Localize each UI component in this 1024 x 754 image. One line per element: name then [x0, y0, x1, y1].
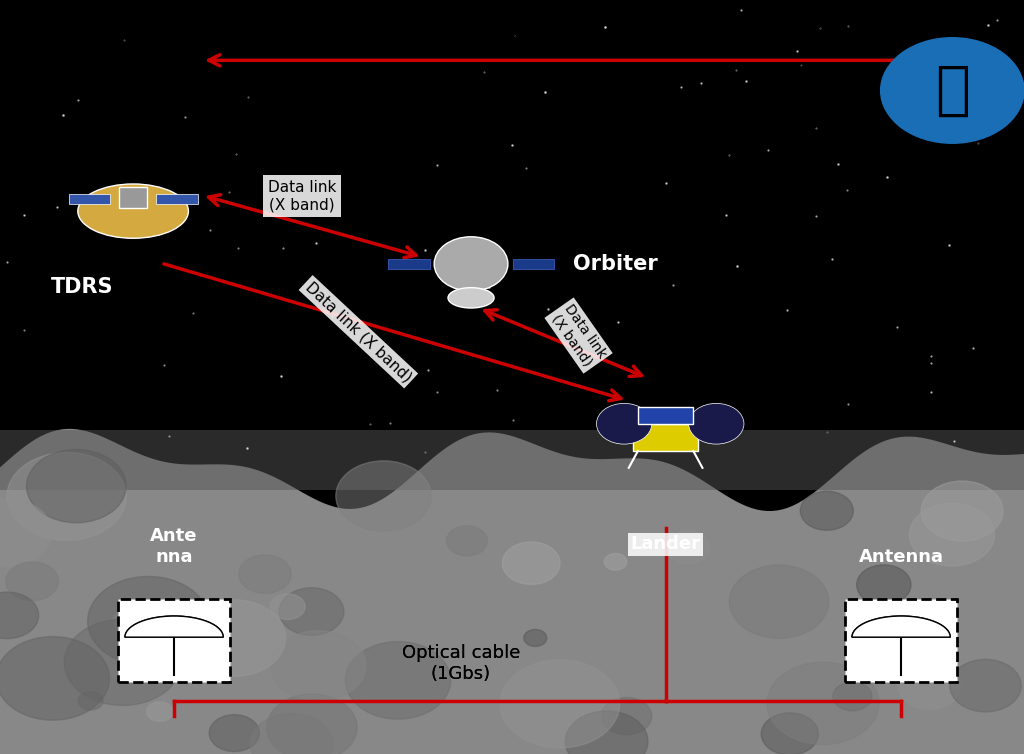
- Circle shape: [280, 587, 344, 636]
- Polygon shape: [125, 616, 223, 637]
- Circle shape: [892, 614, 925, 638]
- Circle shape: [27, 449, 126, 523]
- Circle shape: [113, 611, 137, 628]
- Circle shape: [729, 565, 828, 638]
- Ellipse shape: [78, 184, 188, 238]
- Circle shape: [250, 713, 333, 754]
- Bar: [69, 195, 111, 204]
- Circle shape: [601, 697, 651, 734]
- Text: Data link (X band): Data link (X band): [302, 279, 415, 385]
- Circle shape: [0, 498, 52, 567]
- Circle shape: [266, 694, 357, 754]
- Text: Optical cable
(1Gbs): Optical cable (1Gbs): [401, 644, 520, 683]
- Bar: [119, 188, 147, 208]
- Text: Orbiter: Orbiter: [573, 254, 658, 274]
- Text: Return link (Ka band): Return link (Ka band): [369, 29, 655, 54]
- Text: Lander: Lander: [631, 535, 700, 553]
- Circle shape: [950, 659, 1021, 712]
- Bar: [388, 259, 430, 268]
- Circle shape: [239, 555, 291, 593]
- Bar: [0, 430, 1024, 490]
- Circle shape: [271, 630, 366, 700]
- Circle shape: [523, 630, 547, 646]
- Circle shape: [503, 542, 560, 584]
- Circle shape: [434, 237, 508, 291]
- Circle shape: [922, 481, 1002, 541]
- Circle shape: [65, 619, 181, 706]
- Circle shape: [801, 492, 853, 530]
- Polygon shape: [0, 429, 1024, 754]
- Circle shape: [446, 526, 487, 556]
- Text: Data link
(X band): Data link (X band): [268, 180, 336, 212]
- Circle shape: [767, 662, 879, 744]
- Circle shape: [666, 531, 711, 564]
- Circle shape: [78, 691, 103, 710]
- Circle shape: [898, 664, 961, 710]
- Circle shape: [7, 452, 126, 541]
- Circle shape: [88, 577, 209, 666]
- Circle shape: [181, 599, 286, 676]
- Bar: [633, 424, 698, 451]
- Polygon shape: [125, 616, 223, 637]
- Bar: [638, 407, 693, 424]
- Ellipse shape: [449, 288, 495, 308]
- Bar: [156, 195, 198, 204]
- Circle shape: [270, 594, 305, 620]
- Polygon shape: [852, 616, 950, 637]
- Text: TDRS: TDRS: [50, 277, 114, 296]
- Circle shape: [209, 715, 259, 752]
- Circle shape: [881, 38, 1024, 143]
- Polygon shape: [852, 616, 950, 637]
- Circle shape: [345, 642, 451, 719]
- Text: Ante
nna: Ante nna: [151, 527, 198, 566]
- Circle shape: [0, 636, 110, 720]
- FancyBboxPatch shape: [118, 599, 230, 682]
- Text: Data link
(X band): Data link (X band): [548, 302, 609, 369]
- Circle shape: [688, 403, 743, 444]
- Text: Return link (Ka band): Return link (Ka band): [369, 26, 655, 50]
- FancyBboxPatch shape: [845, 599, 957, 682]
- Circle shape: [0, 592, 39, 639]
- Text: Antenna: Antenna: [858, 547, 944, 566]
- Circle shape: [565, 711, 648, 754]
- Circle shape: [761, 713, 818, 754]
- Circle shape: [500, 660, 620, 748]
- Bar: [513, 259, 554, 268]
- Circle shape: [604, 553, 627, 570]
- Circle shape: [336, 461, 431, 531]
- Circle shape: [596, 403, 652, 444]
- Text: 🌍: 🌍: [935, 62, 970, 119]
- Text: Optical cable
(1Gbs): Optical cable (1Gbs): [401, 644, 520, 683]
- Circle shape: [833, 682, 872, 711]
- Circle shape: [6, 562, 58, 601]
- Circle shape: [146, 702, 173, 722]
- Circle shape: [857, 565, 911, 605]
- Circle shape: [909, 503, 994, 566]
